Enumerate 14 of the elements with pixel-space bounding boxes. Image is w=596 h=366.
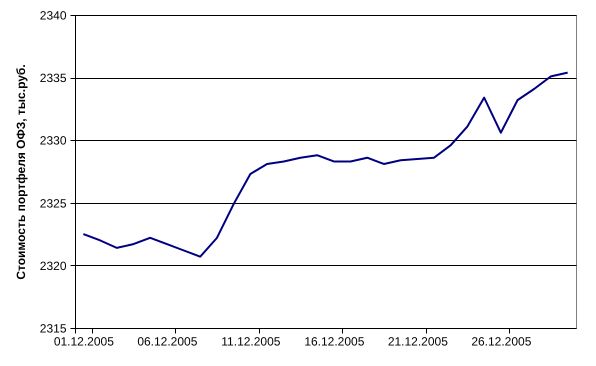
- x-tick-label: 11.12.2005: [221, 334, 281, 348]
- y-tick-label: 2340: [40, 8, 67, 22]
- x-tick-label: 16.12.2005: [304, 334, 365, 348]
- y-tick-label: 2335: [40, 71, 67, 86]
- y-axis-title: Стоимость портфеля ОФЗ, тыс.руб.: [14, 64, 28, 280]
- x-tick-label: 21.12.2005: [388, 334, 448, 348]
- y-tick-label: 2330: [40, 134, 67, 148]
- y-tick-label: 2325: [40, 196, 67, 210]
- x-tick-label: 26.12.2005: [471, 334, 532, 348]
- y-tick-label: 2315: [40, 322, 67, 336]
- y-tick-label: 2320: [40, 258, 67, 273]
- x-tick-label: 01.12.2005: [54, 334, 114, 348]
- x-tick-label: 06.12.2005: [137, 334, 198, 348]
- line-series: [82, 72, 569, 258]
